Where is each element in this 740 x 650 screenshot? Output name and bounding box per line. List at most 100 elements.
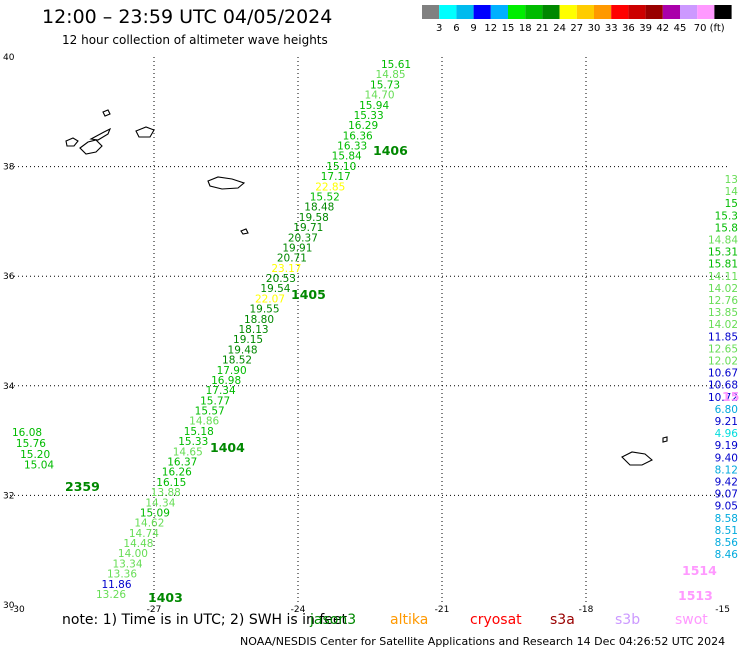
swh-value: 15.10 xyxy=(326,161,356,173)
scale-swatch xyxy=(542,5,560,19)
swh-value: 6.80 xyxy=(715,404,738,416)
island-outline xyxy=(89,127,112,141)
scale-swatch xyxy=(662,5,680,19)
scale-swatch xyxy=(680,5,698,19)
swh-value: 15.33 xyxy=(354,110,384,122)
scale-label: 39 xyxy=(639,23,652,34)
legend-s3b: s3b xyxy=(615,612,641,628)
swh-value: 14.62 xyxy=(134,518,164,530)
scale-swatch xyxy=(645,5,663,19)
island-outline xyxy=(135,126,155,138)
swh-value: 15.52 xyxy=(310,192,340,204)
swh-value: 14.86 xyxy=(189,416,219,428)
scale-swatch xyxy=(628,5,646,19)
legend-swot: swot xyxy=(675,612,708,628)
swh-value: 13.88 xyxy=(151,487,181,499)
swh-value: 12.65 xyxy=(708,343,738,355)
scale-label: 70 (ft) xyxy=(694,23,725,34)
swh-value: 13.85 xyxy=(708,307,738,319)
swh-value: 19.15 xyxy=(233,334,263,346)
swh-value: 13 xyxy=(725,174,738,186)
swh-value: 15.09 xyxy=(140,507,170,519)
swh-value: 16.29 xyxy=(348,120,378,132)
y-tick-label: 30 xyxy=(3,601,15,611)
scale-label: 45 xyxy=(674,23,687,34)
swh-value: 17.34 xyxy=(206,385,236,397)
y-tick-label: 40 xyxy=(3,53,15,63)
swh-value: 17.90 xyxy=(217,365,247,377)
scale-label: 27 xyxy=(570,23,583,34)
footer-note: note: 1) Time is in UTC; 2) SWH is in fe… xyxy=(62,612,348,628)
page-title: 12:00 – 23:59 UTC 04/05/2024 xyxy=(42,6,333,28)
swh-value: 15.31 xyxy=(708,247,738,259)
swh-value: 18.13 xyxy=(239,324,269,336)
swh-value: 14.85 xyxy=(376,69,406,81)
swh-value: 14.02 xyxy=(708,283,738,295)
swh-value: 8.56 xyxy=(715,537,739,549)
swh-value: 15.20 xyxy=(20,449,50,461)
island-outline xyxy=(662,436,668,443)
swh-value: 15.61 xyxy=(381,59,411,71)
swh-value: 8.12 xyxy=(715,464,738,476)
swh-value: 9.42 xyxy=(715,477,738,489)
scale-swatch xyxy=(714,5,732,19)
swh-value: 16.33 xyxy=(337,141,367,153)
x-tick-label: -15 xyxy=(715,605,730,615)
scale-swatch xyxy=(508,5,526,19)
swh-value: 4.96 xyxy=(715,428,739,440)
x-tick-label: -21 xyxy=(435,605,450,615)
scale-label: 24 xyxy=(553,23,566,34)
swh-value: 8.58 xyxy=(715,513,738,525)
swh-value: 14.74 xyxy=(129,528,159,540)
swh-value: 9.05 xyxy=(715,501,738,513)
swh-value: 20.37 xyxy=(288,232,318,244)
swh-value: 14.34 xyxy=(145,497,175,509)
swh-value: 10.68 xyxy=(708,380,738,392)
swh-value: 19.71 xyxy=(293,222,323,234)
scale-swatch xyxy=(525,5,543,19)
swh-value: 15.76 xyxy=(16,438,46,450)
scale-swatch xyxy=(456,5,474,19)
swh-value: 13.36 xyxy=(107,569,137,581)
legend-altika: altika xyxy=(390,612,429,628)
swh-value: 16.15 xyxy=(156,477,186,489)
scale-label: 15 xyxy=(502,23,515,34)
pass-time-label: 1404 xyxy=(210,440,245,455)
swh-value: 15.81 xyxy=(708,259,738,271)
swh-value: 18.48 xyxy=(304,202,334,214)
swh-value: 15.18 xyxy=(184,426,214,438)
scale-swatch xyxy=(576,5,594,19)
swh-value: 15.33 xyxy=(178,436,208,448)
scale-label: 12 xyxy=(484,23,497,34)
swh-value: 19.54 xyxy=(260,283,290,295)
swh-value: 14.84 xyxy=(708,235,738,247)
swh-value: 18.80 xyxy=(244,314,274,326)
scale-label: 33 xyxy=(605,23,618,34)
swh-value: 23.17 xyxy=(271,263,301,275)
y-tick-label: 38 xyxy=(3,163,15,173)
swh-value: 16.08 xyxy=(12,427,42,439)
scale-swatch xyxy=(611,5,629,19)
scale-label: 9 xyxy=(470,23,476,34)
scale-label: 3 xyxy=(436,23,442,34)
swh-value: 14.11 xyxy=(708,271,738,283)
swh-value: 15.3 xyxy=(715,210,738,222)
scale-label: 30 xyxy=(588,23,601,34)
scale-swatch xyxy=(473,5,491,19)
pass-time-label: 15 xyxy=(722,389,739,404)
page-subtitle: 12 hour collection of altimeter wave hei… xyxy=(62,33,328,47)
scale-swatch xyxy=(697,5,715,19)
swh-value: 14.02 xyxy=(708,319,738,331)
swh-value: 15.77 xyxy=(200,395,230,407)
swh-value: 22.07 xyxy=(255,293,285,305)
scale-swatch xyxy=(559,5,577,19)
swh-value: 14.70 xyxy=(365,90,395,102)
scale-swatch xyxy=(439,5,457,19)
swh-value: 10.67 xyxy=(708,368,738,380)
swh-value: 15 xyxy=(725,198,738,210)
scale-label: 6 xyxy=(453,23,459,34)
swh-value: 15.73 xyxy=(370,79,400,91)
swh-value: 19.48 xyxy=(228,344,258,356)
swh-value: 20.71 xyxy=(277,253,307,265)
x-tick-label: -30 xyxy=(10,605,25,615)
